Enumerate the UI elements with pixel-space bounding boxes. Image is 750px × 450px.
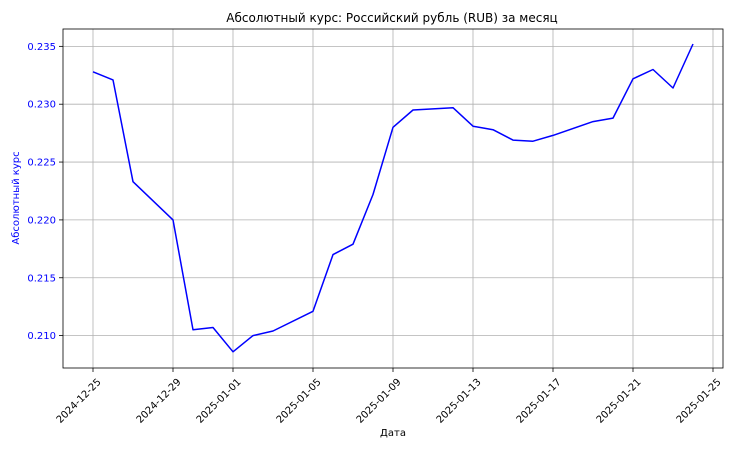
x-tick-label: 2025-01-13 xyxy=(435,377,484,426)
x-tick-label: 2025-01-05 xyxy=(275,377,324,426)
x-tick-label: 2025-01-21 xyxy=(595,377,644,426)
x-tick-label: 2025-01-09 xyxy=(355,377,404,426)
y-tick-label: 0.215 xyxy=(27,273,56,284)
y-tick-label: 0.220 xyxy=(27,215,56,226)
x-tick-label: 2025-01-25 xyxy=(675,377,724,426)
y-tick-label: 0.210 xyxy=(27,331,56,342)
x-tick-label: 2025-01-01 xyxy=(195,377,244,426)
grid xyxy=(63,29,723,368)
y-axis: 0.210 0.215 0.220 0.225 0.230 0.235 xyxy=(27,42,63,342)
x-tick-label: 2024-12-29 xyxy=(135,377,184,426)
series-line xyxy=(92,43,694,353)
y-tick-label: 0.230 xyxy=(27,100,56,111)
y-axis-label: Абсолютный курс xyxy=(11,151,22,244)
x-tick-label: 2024-12-25 xyxy=(55,377,104,426)
y-tick-label: 0.225 xyxy=(27,158,56,169)
chart-title: Абсолютный курс: Российский рубль (RUB) … xyxy=(226,11,557,25)
x-tick-label: 2025-01-17 xyxy=(515,377,564,426)
data-series xyxy=(92,43,694,353)
x-axis: 2024-12-25 2024-12-29 2025-01-01 2025-01-05… xyxy=(55,368,724,426)
y-tick-label: 0.235 xyxy=(27,42,56,53)
x-axis-label: Дата xyxy=(380,428,406,439)
